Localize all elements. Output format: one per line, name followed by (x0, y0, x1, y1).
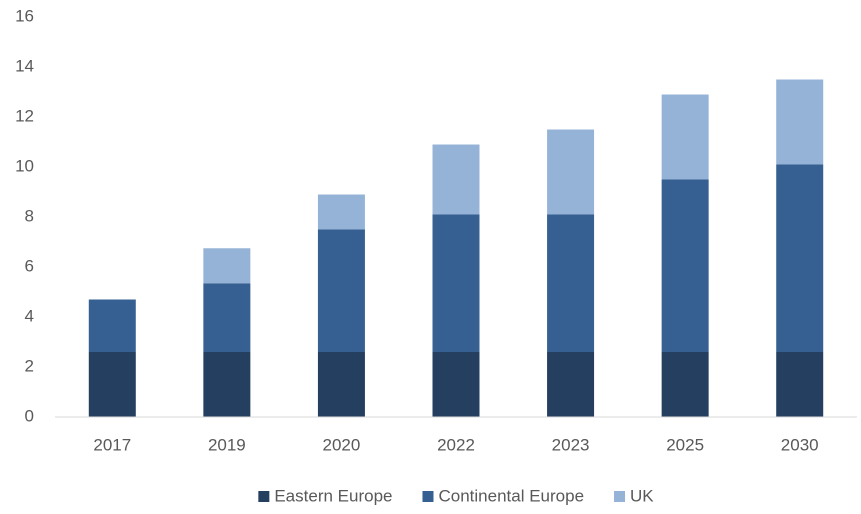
bar-segment (547, 214, 595, 352)
y-tick-label: 8 (25, 206, 34, 225)
bar-segment (88, 299, 136, 352)
legend-label: UK (630, 486, 654, 505)
y-tick-label: 14 (15, 56, 34, 75)
y-tick-label: 4 (25, 306, 34, 325)
bar-segment (88, 352, 136, 417)
bar-segment (317, 229, 365, 352)
x-tick-label: 2025 (666, 435, 704, 454)
bar-segment (317, 352, 365, 417)
legend-swatch (422, 491, 434, 502)
y-tick-label: 12 (15, 106, 34, 125)
bar-segment (661, 94, 709, 180)
bar-segment (317, 194, 365, 230)
bar-segment (203, 283, 251, 352)
y-tick-label: 16 (15, 6, 34, 25)
y-tick-label: 6 (25, 256, 34, 275)
bar-segment (776, 79, 824, 165)
bar-segment (776, 164, 824, 352)
legend-swatch (258, 491, 270, 502)
bar-segment (203, 248, 251, 284)
legend-label: Eastern Europe (274, 486, 392, 505)
legend-swatch (614, 491, 626, 502)
x-tick-label: 2023 (552, 435, 590, 454)
bar-segment (432, 352, 480, 417)
x-tick-label: 2030 (781, 435, 819, 454)
bar-segment (432, 214, 480, 352)
x-tick-label: 2017 (93, 435, 131, 454)
x-tick-label: 2022 (437, 435, 475, 454)
bar-segment (661, 352, 709, 417)
bar-segment (203, 352, 251, 417)
bar-segment (547, 129, 595, 215)
y-tick-label: 0 (25, 406, 34, 425)
bar-segment (776, 352, 824, 417)
legend-label: Continental Europe (438, 486, 584, 505)
x-tick-label: 2020 (323, 435, 361, 454)
bar-segment (661, 179, 709, 352)
bar-segment (432, 144, 480, 215)
bar-segment (547, 352, 595, 417)
y-tick-label: 2 (25, 356, 34, 375)
x-tick-label: 2019 (208, 435, 246, 454)
y-tick-label: 10 (15, 156, 34, 175)
